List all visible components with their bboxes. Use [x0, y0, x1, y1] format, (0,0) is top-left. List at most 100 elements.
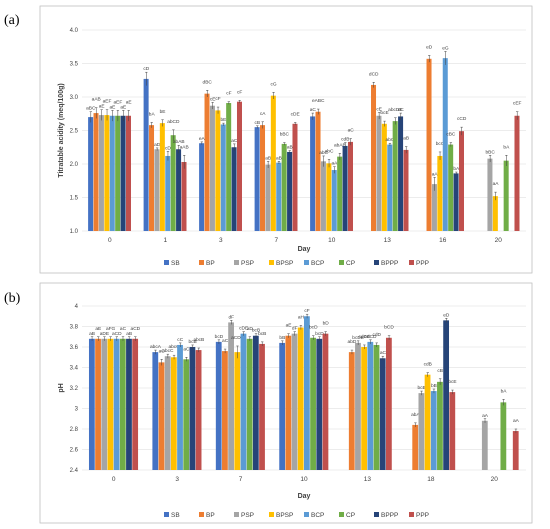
data-label: bcB: [417, 385, 425, 391]
bar: [342, 145, 348, 231]
bar: [226, 103, 232, 231]
data-label: cF: [226, 91, 231, 97]
data-label: abcA: [150, 344, 162, 350]
data-label: cDE: [239, 326, 248, 332]
data-label: abCD: [167, 119, 180, 125]
data-label: bcE: [380, 110, 388, 116]
data-label: aE: [126, 99, 132, 105]
bar: [199, 143, 205, 231]
data-label: bcB: [258, 331, 266, 337]
bar: [115, 115, 121, 231]
x-category-label: 7: [239, 476, 243, 483]
bar: [373, 344, 380, 470]
data-label: bcD: [215, 334, 224, 340]
legend-label: BP: [206, 260, 215, 267]
x-category-label: 18: [427, 476, 435, 483]
data-label: bE: [160, 109, 166, 115]
bar: [143, 78, 149, 231]
legend-swatch: [234, 260, 239, 265]
bar: [88, 117, 94, 231]
y-axis-title: pH: [58, 383, 65, 392]
bar: [418, 393, 425, 470]
legend-label: BPPP: [381, 512, 398, 519]
legend-label: SB: [171, 512, 180, 519]
data-label: aC: [222, 338, 229, 344]
data-label: aA: [432, 171, 439, 177]
bar: [430, 391, 437, 470]
legend-label: BP: [206, 512, 215, 519]
data-label: cF: [237, 89, 242, 95]
legend-label: CP: [346, 512, 355, 519]
bar: [101, 338, 108, 470]
data-label: aCD: [112, 331, 122, 337]
bar: [437, 155, 443, 231]
bar: [431, 184, 437, 231]
x-category-label: 16: [439, 237, 447, 244]
data-label: cCD: [457, 116, 467, 122]
bar: [310, 337, 316, 470]
data-label: eABC: [312, 98, 325, 104]
data-label: aEF: [113, 99, 122, 105]
bar: [236, 101, 242, 231]
data-label: aC: [120, 326, 127, 332]
data-label: cDE: [291, 111, 300, 117]
data-label: bA: [503, 144, 510, 150]
data-label: aB: [403, 136, 409, 142]
x-axis-title: Day: [298, 493, 311, 500]
bar: [113, 338, 120, 470]
bar: [195, 350, 202, 470]
legend-swatch: [374, 512, 379, 517]
bar: [367, 341, 374, 470]
y-tick-label: 3.2: [70, 386, 79, 392]
bar: [297, 327, 304, 470]
bar: [159, 123, 165, 231]
legend-swatch: [304, 512, 309, 517]
legend-swatch: [409, 512, 414, 517]
data-label: aC: [310, 107, 317, 113]
bar: [254, 127, 260, 231]
bar: [88, 338, 95, 470]
data-label: abcB: [193, 337, 204, 343]
bar: [371, 84, 377, 231]
data-label: bCD: [384, 325, 394, 331]
bar: [95, 338, 101, 470]
data-label: bcC: [436, 141, 445, 147]
data-label: aA: [482, 413, 489, 419]
bar: [170, 135, 176, 231]
data-label: cEF: [513, 101, 522, 107]
legend-label: BPSP: [276, 260, 293, 267]
data-label: bcD: [315, 331, 324, 337]
bar: [287, 151, 293, 231]
x-category-label: 3: [219, 237, 223, 244]
data-label: aFG: [106, 326, 116, 332]
y-tick-label: 2.0: [70, 162, 79, 168]
bar: [149, 125, 155, 231]
data-label: aH: [298, 314, 305, 320]
bar: [403, 149, 409, 231]
bar: [500, 402, 507, 470]
data-label: aA: [513, 418, 520, 424]
bar: [234, 352, 241, 470]
bar: [381, 123, 387, 231]
bar: [281, 143, 287, 231]
data-label: cdDE: [358, 334, 370, 340]
data-label: aE: [99, 104, 105, 110]
bar: [304, 316, 310, 470]
y-tick-label: 1.0: [70, 229, 79, 235]
legend-swatch: [339, 512, 344, 517]
bar: [126, 338, 132, 470]
data-label: aC: [348, 128, 355, 134]
data-label: cBC: [446, 132, 456, 138]
bar: [449, 392, 456, 470]
panel-a-label: (a): [4, 13, 20, 28]
bar: [487, 158, 493, 231]
bar: [355, 342, 361, 470]
legend-label: PPP: [416, 512, 429, 519]
data-label: eD: [426, 44, 433, 50]
bar: [259, 343, 265, 470]
data-label: aB: [276, 155, 282, 161]
bar: [385, 337, 392, 470]
y-tick-label: 3.0: [70, 95, 79, 101]
bar: [292, 123, 298, 231]
bar: [376, 115, 382, 231]
